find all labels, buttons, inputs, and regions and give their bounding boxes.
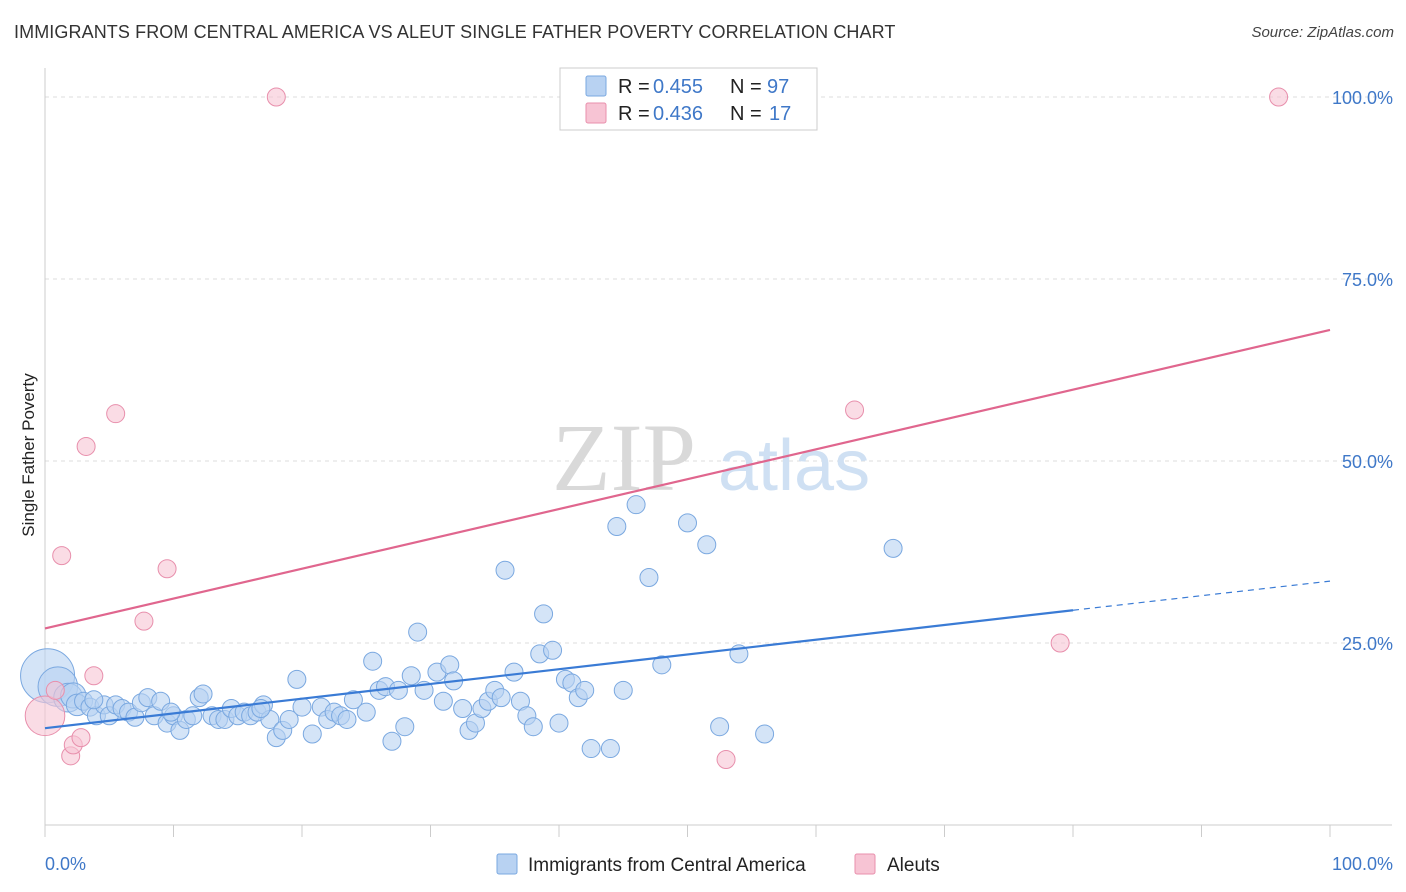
point-aleuts <box>157 559 177 579</box>
grid-lines <box>45 96 1392 644</box>
point-aleuts <box>106 404 126 424</box>
x-tick-label: 100.0% <box>1332 854 1393 874</box>
legend-swatch-aleuts <box>585 102 607 124</box>
trend-line-immigrants <box>44 609 1074 730</box>
point-immigrants <box>356 702 376 722</box>
point-aleuts <box>1269 87 1289 107</box>
point-aleuts <box>24 695 66 737</box>
point-immigrants <box>193 684 213 704</box>
point-immigrants <box>388 680 408 700</box>
trend-line-immigrants-extension <box>1072 580 1331 611</box>
point-immigrants <box>440 655 460 675</box>
legend-n-value-aleuts: 17 <box>769 103 791 125</box>
point-aleuts <box>845 400 865 420</box>
legend-r-value-aleuts: 0.436 <box>653 103 703 125</box>
chart-title: IMMIGRANTS FROM CENTRAL AMERICA VS ALEUT… <box>14 22 896 42</box>
y-tick-label: 75.0% <box>1342 270 1393 290</box>
bottom-legend-swatch-immigrants <box>496 853 518 875</box>
tick-labels: 25.0% 50.0% 75.0% 100.0% 0.0% 100.0% <box>45 88 1393 874</box>
point-immigrants <box>543 640 563 660</box>
chart-source: Source: ZipAtlas.com <box>1251 24 1394 41</box>
bottom-legend-label-immigrants: Immigrants from Central America <box>528 855 806 876</box>
point-immigrants <box>363 651 383 671</box>
point-immigrants <box>279 709 299 729</box>
correlation-legend: R = 0.455 N = 97 R = 0.436 N = 17 <box>559 67 818 131</box>
point-aleuts <box>52 546 72 566</box>
point-immigrants <box>495 560 515 580</box>
point-immigrants <box>600 739 620 759</box>
point-immigrants <box>453 699 473 719</box>
legend-swatch-immigrants <box>585 75 607 97</box>
y-tick-label: 50.0% <box>1342 452 1393 472</box>
point-aleuts <box>266 87 286 107</box>
point-immigrants <box>626 495 646 515</box>
point-immigrants <box>534 604 554 624</box>
point-immigrants <box>491 688 511 708</box>
bottom-legend-label-aleuts: Aleuts <box>887 855 940 876</box>
point-immigrants <box>84 690 104 710</box>
point-aleuts <box>1050 633 1070 653</box>
point-aleuts <box>84 666 104 686</box>
point-aleuts <box>134 611 154 631</box>
trend-lines <box>44 328 1331 730</box>
point-immigrants <box>639 567 659 587</box>
point-immigrants <box>575 680 595 700</box>
point-immigrants <box>433 691 453 711</box>
point-immigrants <box>302 724 322 744</box>
legend-n-label: N = <box>730 76 762 98</box>
point-aleuts <box>716 749 736 769</box>
point-immigrants <box>401 666 421 686</box>
point-immigrants <box>523 717 543 737</box>
point-immigrants <box>678 513 697 533</box>
y-axis-label: Single Father Poverty <box>19 373 38 537</box>
point-immigrants <box>287 669 307 689</box>
point-immigrants <box>395 717 415 737</box>
point-immigrants <box>607 517 627 537</box>
point-aleuts <box>71 728 91 748</box>
point-immigrants <box>883 538 903 558</box>
legend-n-label: N = <box>730 103 762 125</box>
point-immigrants <box>504 662 524 682</box>
legend-r-label: R = <box>618 76 650 98</box>
y-tick-label: 25.0% <box>1342 634 1393 654</box>
point-immigrants <box>755 724 775 744</box>
point-immigrants <box>382 731 402 751</box>
series-legend: Immigrants from Central America Aleuts <box>496 853 940 876</box>
point-immigrants <box>292 697 312 717</box>
bottom-legend-swatch-aleuts <box>854 853 876 875</box>
point-aleuts <box>45 680 65 700</box>
point-immigrants <box>337 709 357 729</box>
point-immigrants <box>549 713 569 733</box>
point-immigrants <box>613 680 633 700</box>
trend-line-aleuts <box>44 328 1331 630</box>
point-immigrants <box>581 739 601 759</box>
point-immigrants <box>343 690 363 710</box>
point-immigrants <box>408 622 428 642</box>
point-immigrants <box>697 535 717 555</box>
point-immigrants <box>652 655 672 675</box>
point-immigrants <box>710 717 730 737</box>
x-tick-label: 0.0% <box>45 854 86 874</box>
legend-n-value-immigrants: 97 <box>767 76 789 98</box>
y-tick-label: 100.0% <box>1332 88 1393 108</box>
point-aleuts <box>76 436 96 456</box>
legend-r-value-immigrants: 0.455 <box>653 76 703 98</box>
legend-r-label: R = <box>618 103 650 125</box>
